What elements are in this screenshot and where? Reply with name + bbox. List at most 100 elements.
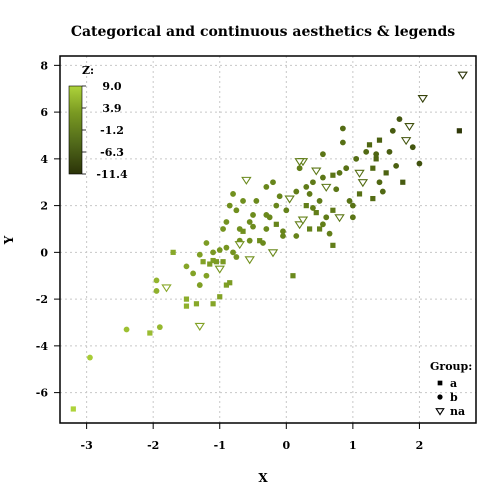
data-point [241,176,252,185]
data-point [244,256,255,265]
color-legend-bar [68,85,83,175]
data-point [303,203,309,209]
data-point [416,160,423,167]
color-legend-label: 3.9 [102,102,121,115]
data-point [214,265,225,274]
data-point [310,179,316,186]
chart-title: Categorical and continuous aesthetics & … [71,24,455,40]
data-point [216,247,223,253]
plot-frame [59,55,477,424]
data-point [349,214,356,221]
data-point [356,191,363,197]
data-point [147,330,153,336]
data-point [357,179,369,188]
data-point [303,184,310,190]
data-point [267,249,279,258]
data-point [217,294,223,300]
data-point [87,354,93,361]
data-point [273,202,280,209]
data-point [339,125,346,132]
data-point [290,273,296,279]
data-point [284,195,295,204]
data-point [161,284,172,293]
shape-legend-label: b [450,391,458,404]
data-point [294,158,305,167]
data-point [296,165,303,172]
data-point [233,254,240,260]
data-point [203,272,210,279]
y-axis-label: Y [2,235,16,245]
data-point [396,116,403,123]
data-point [123,326,130,333]
data-point [280,228,286,235]
data-point [283,207,290,214]
data-point [376,179,383,186]
data-point [323,214,330,221]
y-tick-label: 6 [40,106,48,119]
shape-legend-label: na [450,405,465,418]
data-point [456,128,462,134]
data-point [263,226,270,232]
data-point [339,139,346,146]
color-legend-label: -11.4 [96,168,128,181]
data-point [213,259,220,265]
data-point [294,221,305,230]
y-tick-label: -2 [36,293,48,306]
data-point [227,280,233,286]
shape-legend-marker [437,394,443,400]
y-axis: -6 -4 -2 0 2 4 6 8 [36,59,60,400]
data-point [253,198,260,204]
data-point [353,155,360,162]
data-point [183,263,190,270]
data-point [263,212,270,218]
color-legend-label: -6.3 [100,146,124,159]
data-point [386,148,393,155]
color-legend-labels: 9.0 3.9 -1.2 -6.3 -11.4 [82,80,128,181]
color-legend: Z: 9.0 3.9 -1.2 -6.3 -11.4 [68,64,128,181]
x-tick-label: 0 [282,439,290,452]
data-point [246,219,253,225]
data-point [183,296,190,302]
data-point [346,198,353,204]
data-point [223,219,230,225]
x-tick-label: 1 [349,439,357,452]
data-point [223,282,229,288]
data-point [389,127,396,134]
data-point [311,167,322,176]
data-point [153,277,160,284]
data-point [260,240,266,246]
data-point [293,233,300,239]
data-point [196,251,203,258]
data-point [280,233,286,239]
data-point [210,257,216,264]
data-point [400,137,412,146]
data-point [400,179,406,185]
data-point [373,156,379,162]
x-tick-label: -3 [81,439,93,452]
shape-legend-title: Group: [430,360,472,373]
data-point [194,322,205,331]
y-tick-label: 8 [40,59,48,72]
data-point [276,193,283,200]
shape-legend-marker [437,380,443,386]
data-point [240,228,246,234]
x-axis: -3 -2 -1 0 1 2 [81,423,423,452]
data-point [250,212,256,218]
data-point [196,282,203,288]
data-point [153,288,160,294]
grid [60,56,476,423]
data-point [321,183,332,192]
x-tick-label: -1 [214,439,226,452]
data-point [330,172,336,178]
data-point [220,259,226,265]
data-point [223,244,230,251]
data-point [230,191,236,197]
data-point [330,242,336,248]
data-point [234,241,245,250]
x-axis-label: X [258,471,268,485]
data-point [363,148,370,155]
data-point [170,249,176,255]
color-legend-label: 9.0 [102,80,121,93]
